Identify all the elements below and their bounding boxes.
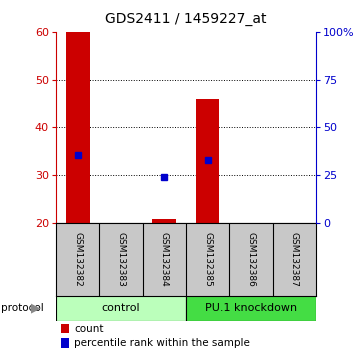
Bar: [61, 338, 69, 348]
Text: GDS2411 / 1459227_at: GDS2411 / 1459227_at: [105, 12, 267, 27]
Bar: [66, 32, 90, 223]
Bar: [196, 99, 219, 223]
Bar: [152, 219, 176, 223]
Text: count: count: [74, 324, 104, 333]
Bar: [61, 324, 69, 333]
Text: percentile rank within the sample: percentile rank within the sample: [74, 338, 250, 348]
Text: ▶: ▶: [31, 302, 40, 315]
Text: GSM132385: GSM132385: [203, 232, 212, 287]
Bar: [56, 296, 186, 321]
Text: GSM132387: GSM132387: [290, 232, 299, 287]
Bar: [186, 296, 316, 321]
Text: GSM132383: GSM132383: [117, 232, 125, 287]
Text: control: control: [102, 303, 140, 313]
Text: PU.1 knockdown: PU.1 knockdown: [205, 303, 297, 313]
Text: GSM132386: GSM132386: [247, 232, 255, 287]
Text: GSM132382: GSM132382: [73, 232, 82, 287]
Text: GSM132384: GSM132384: [160, 232, 169, 287]
Text: protocol: protocol: [1, 303, 44, 313]
